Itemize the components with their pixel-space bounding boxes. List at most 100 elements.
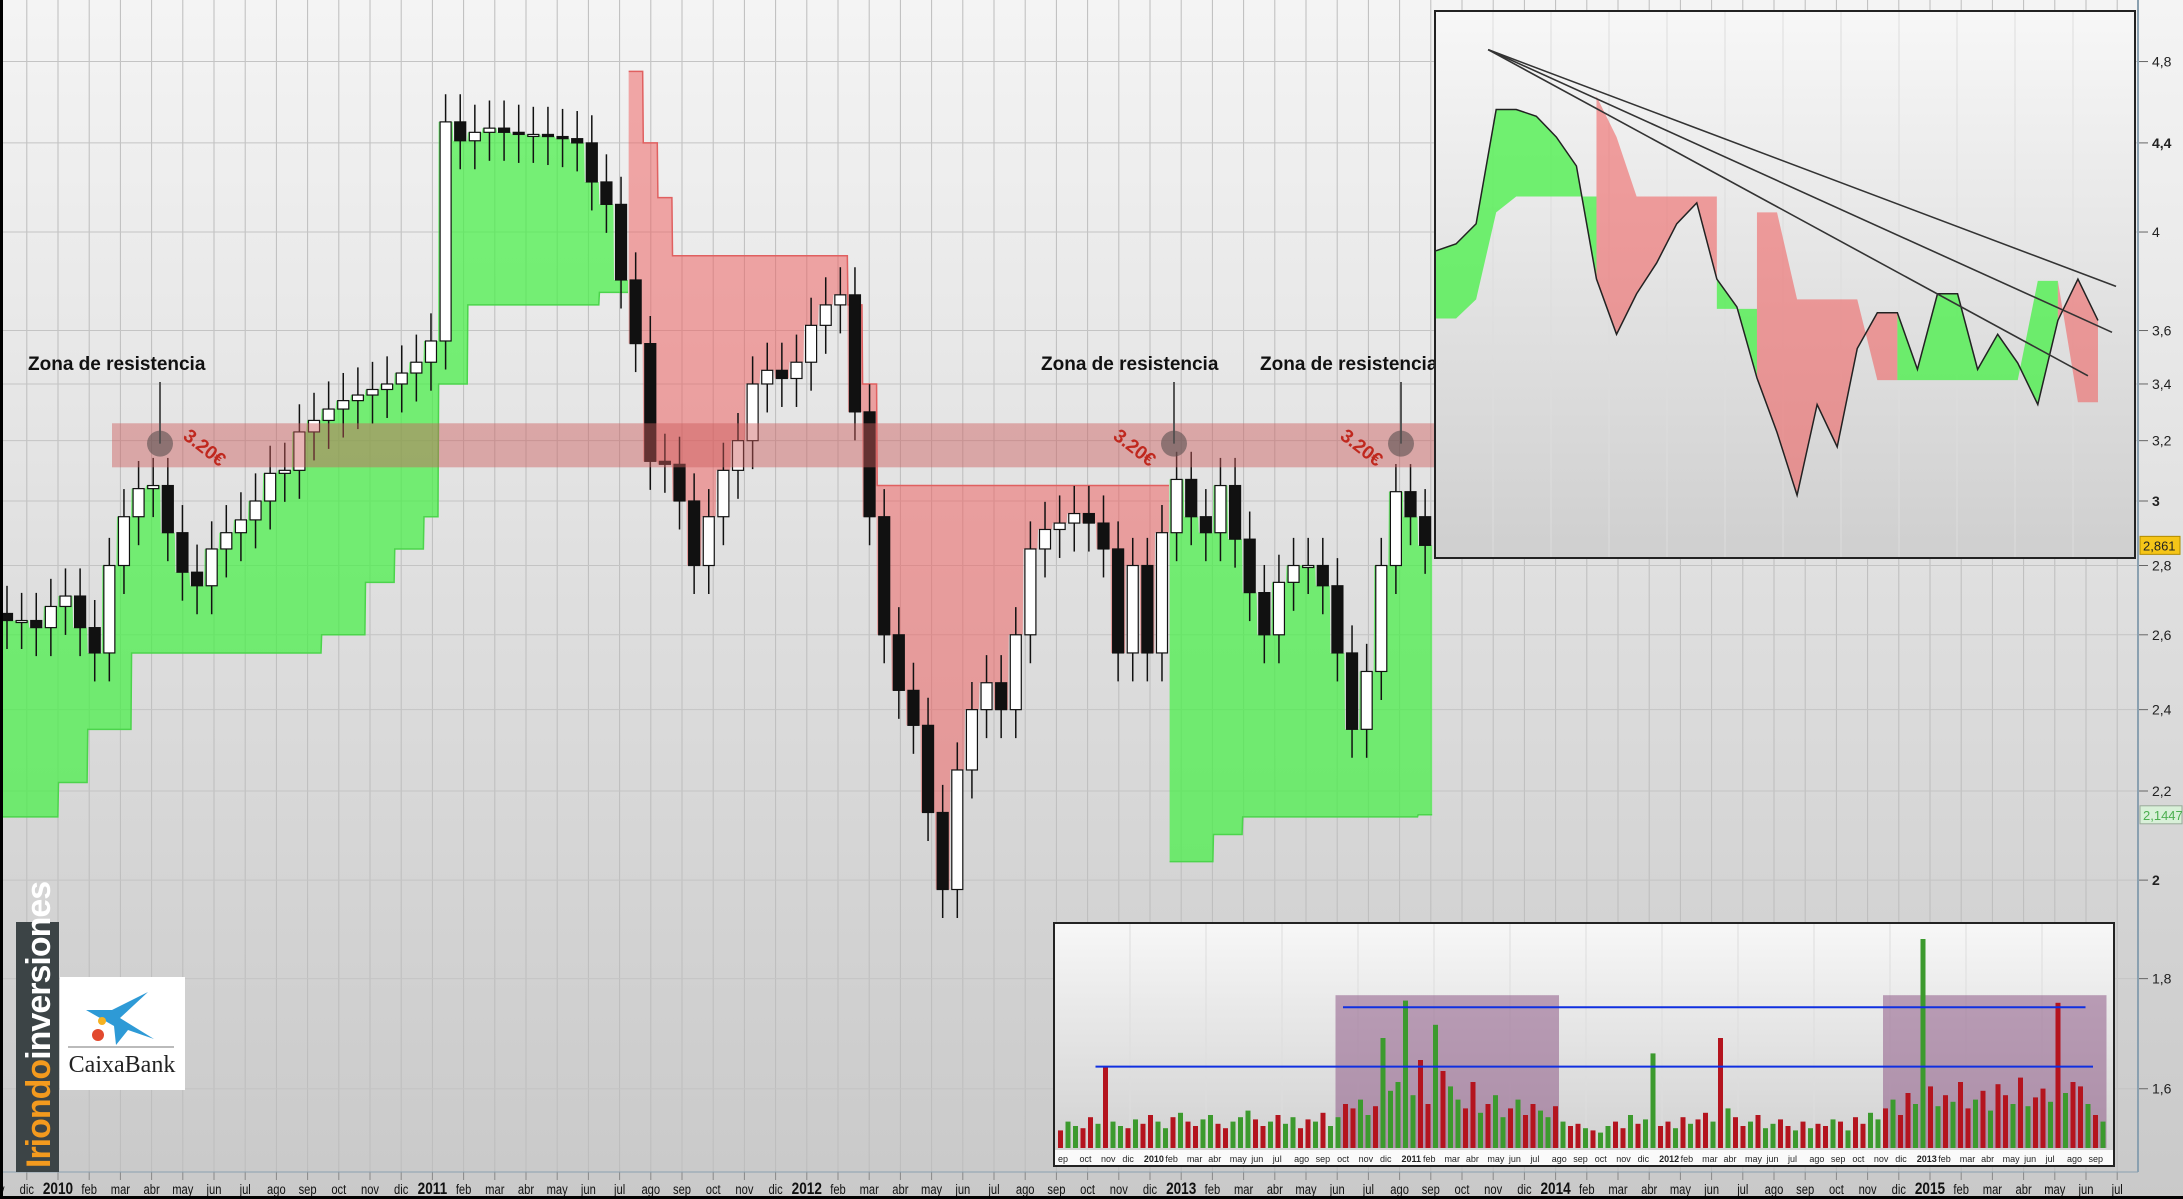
volume-bar-down — [1943, 1095, 1948, 1148]
volume-bar-up — [1133, 1119, 1138, 1148]
volume-x-label: abr — [1724, 1154, 1737, 1164]
volume-bar-up — [1845, 1130, 1851, 1148]
volume-x-label: 2010 — [1144, 1154, 1164, 1164]
x-axis-label: may — [1670, 1182, 1692, 1197]
volume-bar-up — [1403, 1000, 1408, 1148]
x-axis-label: 2014 — [1540, 1180, 1571, 1199]
volume-bar-up — [1605, 1126, 1611, 1148]
x-axis-label: may — [2044, 1182, 2066, 1197]
bullish-candle — [1170, 478, 1183, 534]
volume-bar-down — [1613, 1121, 1618, 1148]
volume-bar-down — [1853, 1117, 1858, 1148]
x-axis-label: jul — [1736, 1182, 1748, 1197]
bearish-candle — [1345, 652, 1359, 730]
bearish-candle — [892, 634, 905, 691]
x-axis-label: nov — [361, 1182, 380, 1197]
volume-bar-down — [1215, 1123, 1221, 1148]
volume-x-label: oct — [1595, 1154, 1608, 1164]
bullish-candle — [761, 369, 774, 385]
volume-x-label: feb — [1423, 1154, 1436, 1164]
volume-bar-up — [1598, 1132, 1603, 1148]
x-axis-label: sep — [1422, 1182, 1440, 1197]
bearish-candle — [512, 131, 525, 136]
volume-x-label: mar — [1960, 1154, 1976, 1164]
x-axis-label: mar — [485, 1182, 504, 1197]
inset-trendline — [1487, 48, 2117, 288]
downtrend-fill — [628, 71, 1169, 890]
x-axis-label: mar — [1608, 1182, 1627, 1197]
volume-bar-down — [2003, 1095, 2008, 1148]
bearish-candle — [921, 724, 935, 814]
volume-bar-up — [1988, 1110, 1993, 1148]
volume-x-label: nov — [1359, 1154, 1374, 1164]
bearish-candle — [585, 142, 598, 183]
x-axis-label: sep — [1796, 1182, 1814, 1197]
volume-x-label: jul — [1787, 1154, 1797, 1164]
volume-bar-down — [1275, 1115, 1281, 1148]
volume-bar-down — [2078, 1086, 2083, 1148]
bullish-candle — [337, 400, 350, 410]
bullish-candle — [410, 361, 423, 374]
caixabank-dot-yellow — [98, 1017, 106, 1025]
resistance-annotation: Zona de resistencia — [1041, 354, 1219, 375]
volume-bar-up — [1748, 1121, 1753, 1148]
long-term-inset-chart — [1434, 10, 2136, 559]
volume-bar-up — [2100, 1121, 2106, 1148]
volume-x-label: abr — [1981, 1154, 1994, 1164]
x-axis-label: oct — [706, 1182, 721, 1197]
bearish-candle — [936, 811, 949, 891]
bullish-candle — [1024, 548, 1037, 636]
uptrend-fill — [1169, 479, 1433, 862]
x-axis-label: jul — [239, 1182, 251, 1197]
volume-bar-down — [1253, 1119, 1258, 1148]
volume-x-label: sep — [2089, 1154, 2104, 1164]
y-axis-label: 2 — [2152, 872, 2160, 888]
resistance-touch-marker — [1388, 430, 1414, 457]
iriondo-logo-bar — [16, 922, 59, 1172]
bearish-candle — [995, 682, 1008, 711]
x-axis-label: oct — [331, 1182, 346, 1197]
volume-bar-up — [1110, 1121, 1116, 1148]
bearish-candle — [1419, 516, 1432, 546]
bullish-candle — [351, 394, 364, 402]
volume-bar-up — [1950, 1101, 1956, 1148]
bullish-candle — [322, 408, 335, 422]
volume-x-label: may — [2003, 1154, 2021, 1164]
x-axis-label: 2013 — [1166, 1180, 1196, 1199]
inset-downtrend-fill — [1596, 96, 1717, 335]
volume-bar-up — [1793, 1130, 1798, 1148]
x-axis-label: abr — [1267, 1182, 1283, 1197]
x-axis-label: 2010 — [43, 1180, 73, 1199]
inset-uptrend-fill — [1436, 109, 1597, 319]
volume-bar-down — [1928, 1086, 1933, 1148]
volume-bar-up — [1365, 1115, 1371, 1148]
x-axis-label: dic — [1143, 1182, 1157, 1197]
volume-bar-down — [1125, 1128, 1131, 1148]
bullish-candle — [951, 769, 964, 891]
volume-bar-down — [1590, 1130, 1596, 1148]
bullish-candle — [1389, 491, 1403, 567]
bearish-candle — [1404, 491, 1417, 518]
volume-bar-down — [1223, 1128, 1228, 1148]
bullish-candle — [439, 121, 452, 342]
volume-x-label: 2011 — [1402, 1154, 1422, 1164]
last-price-tag — [2139, 535, 2181, 555]
volume-bar-down — [1140, 1123, 1146, 1148]
bearish-candle — [629, 279, 642, 345]
x-axis-label: oct — [1455, 1182, 1470, 1197]
bullish-candle — [819, 304, 832, 326]
bullish-candle — [965, 709, 979, 771]
volume-bar-down — [1838, 1121, 1843, 1148]
bearish-candle — [644, 343, 657, 462]
bullish-candle — [527, 133, 540, 138]
volume-x-label: ago — [1552, 1154, 1567, 1164]
x-axis-label: oct — [1829, 1182, 1844, 1197]
volume-bar-down — [1470, 1082, 1476, 1148]
bullish-candle — [381, 383, 394, 391]
uptrend-fill — [0, 121, 629, 817]
volume-bar-up — [1763, 1128, 1768, 1148]
volume-bar-up — [2063, 1093, 2068, 1148]
volume-x-label: dic — [1638, 1154, 1650, 1164]
volume-bar-up — [1710, 1121, 1716, 1148]
volume-bar-down — [1995, 1084, 2001, 1148]
